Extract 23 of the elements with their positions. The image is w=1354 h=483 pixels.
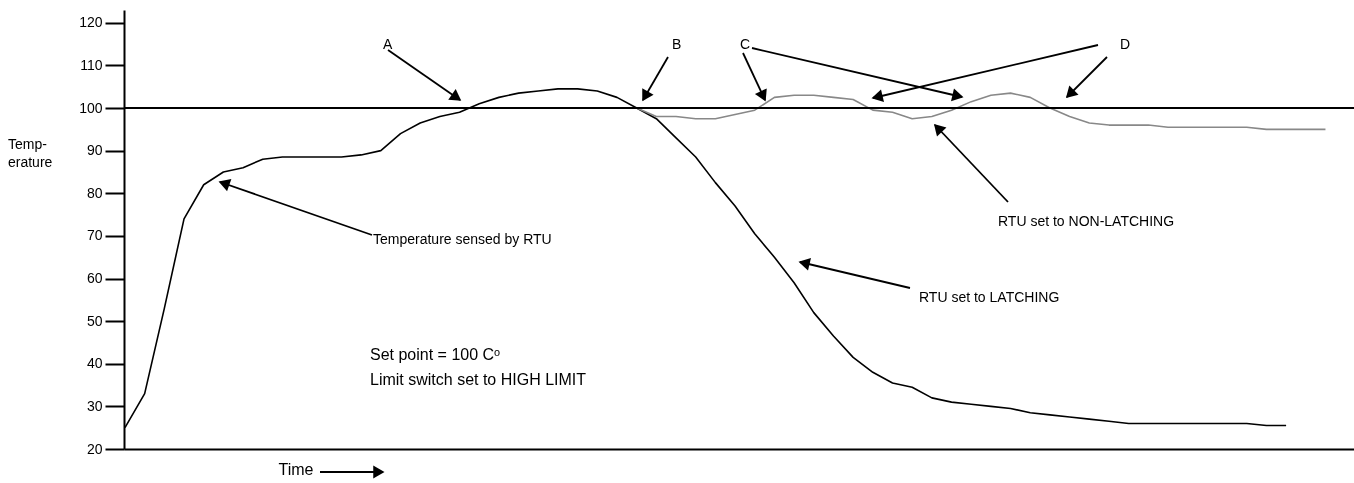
y-tick-label: 110 xyxy=(80,56,103,73)
y-tick-label: 50 xyxy=(86,312,103,329)
y-tick-label: 60 xyxy=(86,270,103,287)
annotation: RTU set to LATCHING xyxy=(919,289,1060,305)
y-axis-title: Temp- erature xyxy=(8,136,53,170)
line-series xyxy=(635,92,1327,131)
annotation: Limit switch set to HIGH LIMIT xyxy=(370,371,587,388)
annotation: A xyxy=(383,36,393,52)
y-tick-label: 20 xyxy=(86,440,103,457)
x-axis-title: Time xyxy=(278,461,314,478)
y-tick-label: 80 xyxy=(86,184,103,201)
y-tick-label: 40 xyxy=(86,355,103,372)
y-tick-label: 30 xyxy=(86,397,103,414)
y-tick-label: 70 xyxy=(86,227,103,244)
annotation: Set point = 100 Cᵒ xyxy=(370,346,501,363)
annotation: RTU set to NON-LATCHING xyxy=(998,213,1175,229)
annotation: B xyxy=(672,36,682,52)
annotation: Temperature sensed by RTU xyxy=(373,231,552,247)
y-tick-label: 100 xyxy=(79,99,103,116)
annotation: D xyxy=(1120,36,1131,52)
y-tick-label: 120 xyxy=(79,14,103,31)
y-tick-label: 90 xyxy=(86,142,103,159)
annotation: C xyxy=(740,36,751,52)
